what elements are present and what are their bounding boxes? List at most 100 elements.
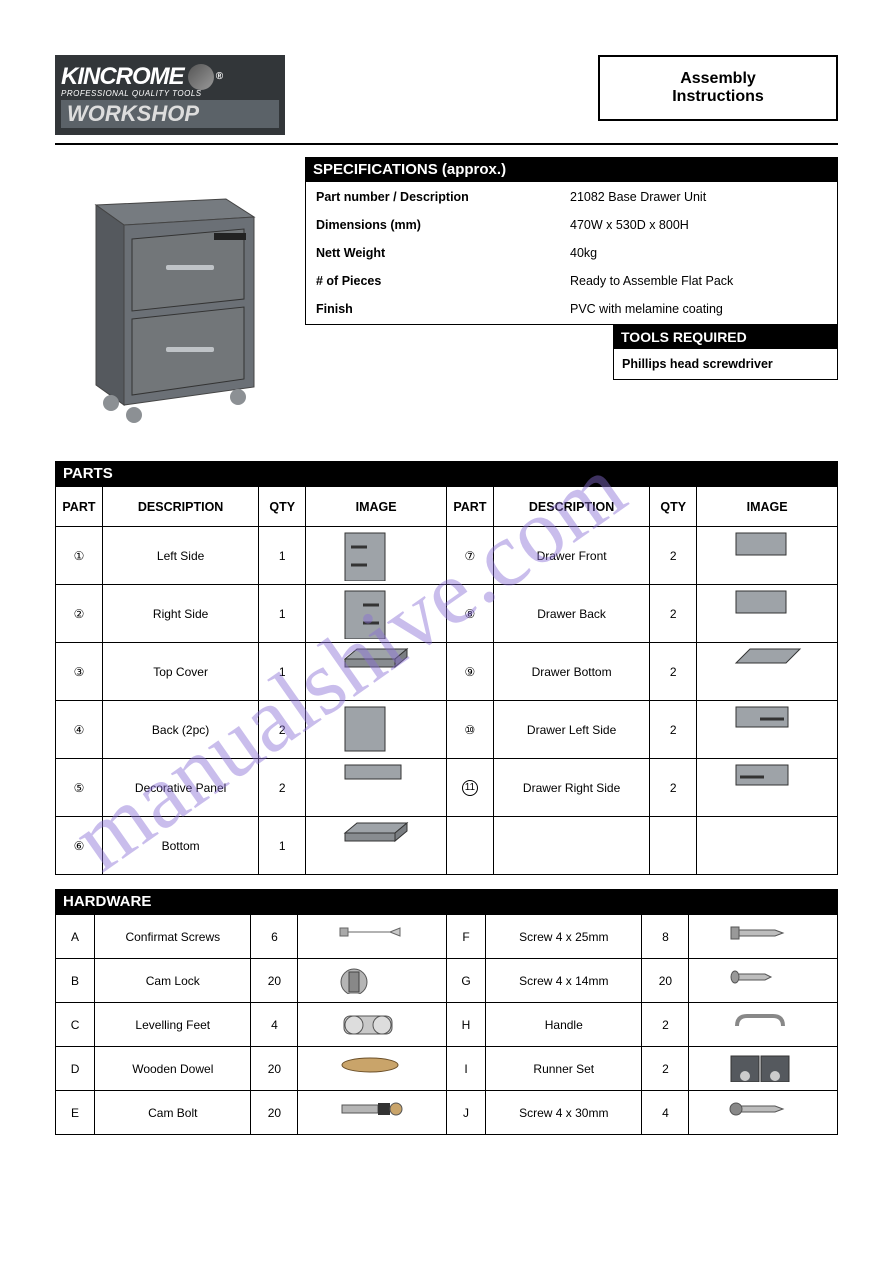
spec-value: Ready to Assemble Flat Pack (562, 268, 835, 294)
hw-desc: Levelling Feet (95, 1003, 251, 1047)
col-header: PART (446, 487, 493, 527)
hw-code: H (446, 1003, 485, 1047)
hw-code: F (446, 915, 485, 959)
part-desc: Top Cover (102, 643, 258, 701)
hw-code: E (56, 1091, 95, 1135)
part-image (306, 585, 447, 643)
part-image (697, 701, 838, 759)
spec-value: PVC with melamine coating (562, 296, 835, 322)
brand-name: KINCROME (61, 63, 184, 91)
spec-table: Part number / Description21082 Base Draw… (305, 182, 838, 325)
hw-image (689, 915, 838, 959)
hw-image (689, 1003, 838, 1047)
hw-desc: Cam Lock (95, 959, 251, 1003)
hw-code: A (56, 915, 95, 959)
part-qty: 2 (650, 527, 697, 585)
part-qty: 2 (259, 759, 306, 817)
part-num: ⑨ (446, 643, 493, 701)
col-header: DESCRIPTION (102, 487, 258, 527)
part-qty: 2 (650, 585, 697, 643)
hw-desc: Runner Set (486, 1047, 642, 1091)
part-desc: Bottom (102, 817, 258, 875)
brand-tagline: PROFESSIONAL QUALITY TOOLS (61, 89, 279, 98)
part-num: ① (56, 527, 103, 585)
part-qty: 1 (259, 817, 306, 875)
hw-desc: Cam Bolt (95, 1091, 251, 1135)
part-image (306, 701, 447, 759)
hw-code: C (56, 1003, 95, 1047)
hw-image (298, 959, 447, 1003)
hw-desc: Screw 4 x 30mm (486, 1091, 642, 1135)
part-desc: Left Side (102, 527, 258, 585)
hw-desc: Screw 4 x 25mm (486, 915, 642, 959)
part-num: ③ (56, 643, 103, 701)
part-num: ⑥ (56, 817, 103, 875)
part-desc: Drawer Left Side (493, 701, 649, 759)
part-desc: Drawer Back (493, 585, 649, 643)
hw-qty: 4 (642, 1091, 689, 1135)
col-header: IMAGE (697, 487, 838, 527)
part-num: ⑤ (56, 759, 103, 817)
hardware-table: AConfirmat Screws6 FScrew 4 x 25mm8 BCam L… (55, 914, 838, 1135)
col-header: PART (56, 487, 103, 527)
title-line2: Instructions (672, 88, 764, 106)
part-desc: Drawer Right Side (493, 759, 649, 817)
part-image (306, 643, 447, 701)
hw-desc: Screw 4 x 14mm (486, 959, 642, 1003)
spec-value: 21082 Base Drawer Unit (562, 184, 835, 210)
brand-logo: KINCROME ® PROFESSIONAL QUALITY TOOLS WO… (55, 55, 285, 135)
part-num: ⑦ (446, 527, 493, 585)
hardware-section-header: HARDWARE (55, 889, 838, 914)
part-num: ② (56, 585, 103, 643)
hw-image (298, 1047, 447, 1091)
hw-desc: Wooden Dowel (95, 1047, 251, 1091)
part-num: 11 (446, 759, 493, 817)
spec-label: Nett Weight (308, 240, 560, 266)
hw-qty: 20 (251, 1047, 298, 1091)
hw-desc: Confirmat Screws (95, 915, 251, 959)
col-header: QTY (259, 487, 306, 527)
parts-table: PART DESCRIPTION QTY IMAGE PART DESCRIPT… (55, 486, 838, 875)
part-desc: Back (2pc) (102, 701, 258, 759)
title-line1: Assembly (680, 70, 756, 88)
part-qty: 2 (650, 759, 697, 817)
hw-qty: 8 (642, 915, 689, 959)
part-image (697, 759, 838, 817)
hw-desc: Handle (486, 1003, 642, 1047)
part-num: ④ (56, 701, 103, 759)
spec-label: # of Pieces (308, 268, 560, 294)
part-qty: 1 (259, 643, 306, 701)
part-qty: 2 (650, 701, 697, 759)
hw-code: J (446, 1091, 485, 1135)
part-image (306, 817, 447, 875)
hw-qty: 2 (642, 1047, 689, 1091)
hw-image (689, 959, 838, 1003)
hw-qty: 20 (642, 959, 689, 1003)
hw-code: D (56, 1047, 95, 1091)
part-qty: 1 (259, 527, 306, 585)
top-rule (55, 143, 838, 145)
part-qty: 2 (259, 701, 306, 759)
part-image (306, 759, 447, 817)
part-qty: 1 (259, 585, 306, 643)
part-qty: 2 (650, 643, 697, 701)
part-image (697, 643, 838, 701)
part-image (697, 585, 838, 643)
hw-image (689, 1091, 838, 1135)
part-desc: Decorative Panel (102, 759, 258, 817)
hw-image (298, 915, 447, 959)
hw-qty: 4 (251, 1003, 298, 1047)
part-image (697, 527, 838, 585)
hw-code: B (56, 959, 95, 1003)
hw-qty: 6 (251, 915, 298, 959)
part-num: ⑩ (446, 701, 493, 759)
spec-label: Part number / Description (308, 184, 560, 210)
col-header: DESCRIPTION (493, 487, 649, 527)
workshop-label: WORKSHOP (61, 100, 279, 128)
spec-header: SPECIFICATIONS (approx.) (305, 157, 838, 182)
spec-value: 40kg (562, 240, 835, 266)
col-header: IMAGE (306, 487, 447, 527)
tools-body: Phillips head screwdriver (613, 349, 838, 380)
col-header: QTY (650, 487, 697, 527)
spec-label: Finish (308, 296, 560, 322)
